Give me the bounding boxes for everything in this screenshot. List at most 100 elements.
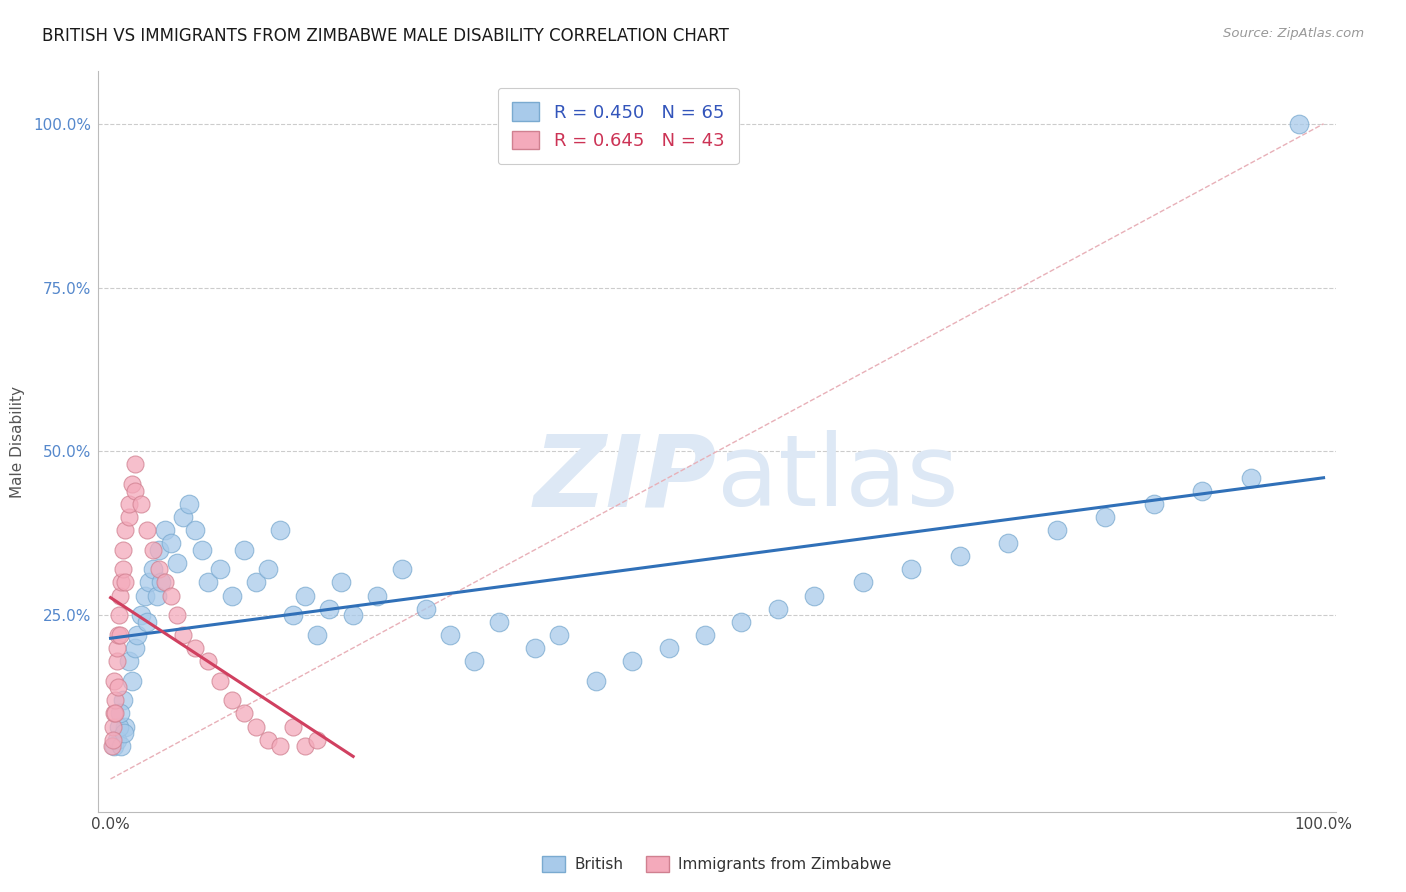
Point bbox=[108, 608, 131, 623]
Point bbox=[305, 732, 328, 747]
Point bbox=[281, 608, 304, 623]
Text: BRITISH VS IMMIGRANTS FROM ZIMBABWE MALE DISABILITY CORRELATION CHART: BRITISH VS IMMIGRANTS FROM ZIMBABWE MALE… bbox=[42, 27, 730, 45]
Point bbox=[415, 601, 437, 615]
Point bbox=[184, 640, 207, 655]
Point bbox=[439, 628, 461, 642]
Point bbox=[318, 601, 340, 615]
Point bbox=[107, 680, 129, 694]
Point bbox=[121, 673, 143, 688]
Point bbox=[1046, 523, 1069, 537]
Point bbox=[118, 509, 141, 524]
Point bbox=[101, 720, 124, 734]
Point bbox=[150, 575, 173, 590]
Point bbox=[127, 628, 149, 642]
Point bbox=[184, 523, 207, 537]
Point bbox=[1191, 483, 1213, 498]
Point bbox=[124, 640, 146, 655]
Point bbox=[124, 458, 146, 472]
Point bbox=[118, 497, 141, 511]
Point bbox=[136, 523, 159, 537]
Point bbox=[281, 720, 304, 734]
Point bbox=[294, 589, 316, 603]
Point bbox=[153, 523, 176, 537]
Point bbox=[166, 608, 188, 623]
Point bbox=[166, 556, 188, 570]
Point bbox=[233, 542, 256, 557]
Point bbox=[110, 589, 132, 603]
Point bbox=[138, 575, 160, 590]
Text: Source: ZipAtlas.com: Source: ZipAtlas.com bbox=[1223, 27, 1364, 40]
Point bbox=[1240, 470, 1263, 484]
Point bbox=[221, 589, 243, 603]
Point bbox=[233, 706, 256, 721]
Point bbox=[111, 693, 134, 707]
Point bbox=[148, 562, 170, 576]
Point bbox=[269, 739, 291, 754]
Point bbox=[111, 562, 134, 576]
Point bbox=[245, 575, 267, 590]
Point bbox=[197, 575, 219, 590]
Point bbox=[997, 536, 1019, 550]
Y-axis label: Male Disability: Male Disability bbox=[10, 385, 25, 498]
Point bbox=[852, 575, 875, 590]
Point bbox=[257, 732, 280, 747]
Point bbox=[110, 739, 132, 754]
Point bbox=[463, 654, 485, 668]
Point bbox=[488, 615, 510, 629]
Point bbox=[803, 589, 825, 603]
Point bbox=[1143, 497, 1166, 511]
Point bbox=[197, 654, 219, 668]
Point bbox=[114, 720, 136, 734]
Point bbox=[208, 562, 231, 576]
Point bbox=[900, 562, 922, 576]
Point bbox=[145, 589, 167, 603]
Point bbox=[114, 523, 136, 537]
Point bbox=[111, 542, 134, 557]
Point bbox=[124, 483, 146, 498]
Point bbox=[179, 497, 201, 511]
Point bbox=[108, 720, 131, 734]
Point bbox=[172, 628, 194, 642]
Point bbox=[366, 589, 388, 603]
Point bbox=[148, 542, 170, 557]
Point bbox=[105, 732, 128, 747]
Point bbox=[153, 575, 176, 590]
Point bbox=[208, 673, 231, 688]
Point bbox=[221, 693, 243, 707]
Point bbox=[105, 654, 128, 668]
Point bbox=[693, 628, 716, 642]
Point bbox=[245, 720, 267, 734]
Point bbox=[621, 654, 644, 668]
Point bbox=[136, 615, 159, 629]
Point bbox=[101, 732, 124, 747]
Point bbox=[657, 640, 679, 655]
Point bbox=[110, 706, 132, 721]
Point bbox=[305, 628, 328, 642]
Point bbox=[1094, 509, 1116, 524]
Point bbox=[330, 575, 353, 590]
Point bbox=[110, 575, 132, 590]
Point bbox=[112, 726, 135, 740]
Point bbox=[766, 601, 789, 615]
Text: ZIP: ZIP bbox=[534, 430, 717, 527]
Point bbox=[1288, 117, 1310, 131]
Point bbox=[160, 536, 183, 550]
Point bbox=[548, 628, 571, 642]
Point bbox=[129, 497, 152, 511]
Point bbox=[103, 673, 125, 688]
Point bbox=[269, 523, 291, 537]
Point bbox=[142, 542, 165, 557]
Point bbox=[103, 739, 125, 754]
Point bbox=[342, 608, 364, 623]
Point bbox=[134, 589, 156, 603]
Point bbox=[160, 589, 183, 603]
Text: atlas: atlas bbox=[717, 430, 959, 527]
Point bbox=[121, 477, 143, 491]
Point bbox=[103, 706, 125, 721]
Point bbox=[118, 654, 141, 668]
Point bbox=[114, 575, 136, 590]
Point bbox=[142, 562, 165, 576]
Legend: British, Immigrants from Zimbabwe: British, Immigrants from Zimbabwe bbox=[536, 850, 898, 878]
Point bbox=[257, 562, 280, 576]
Point bbox=[104, 693, 127, 707]
